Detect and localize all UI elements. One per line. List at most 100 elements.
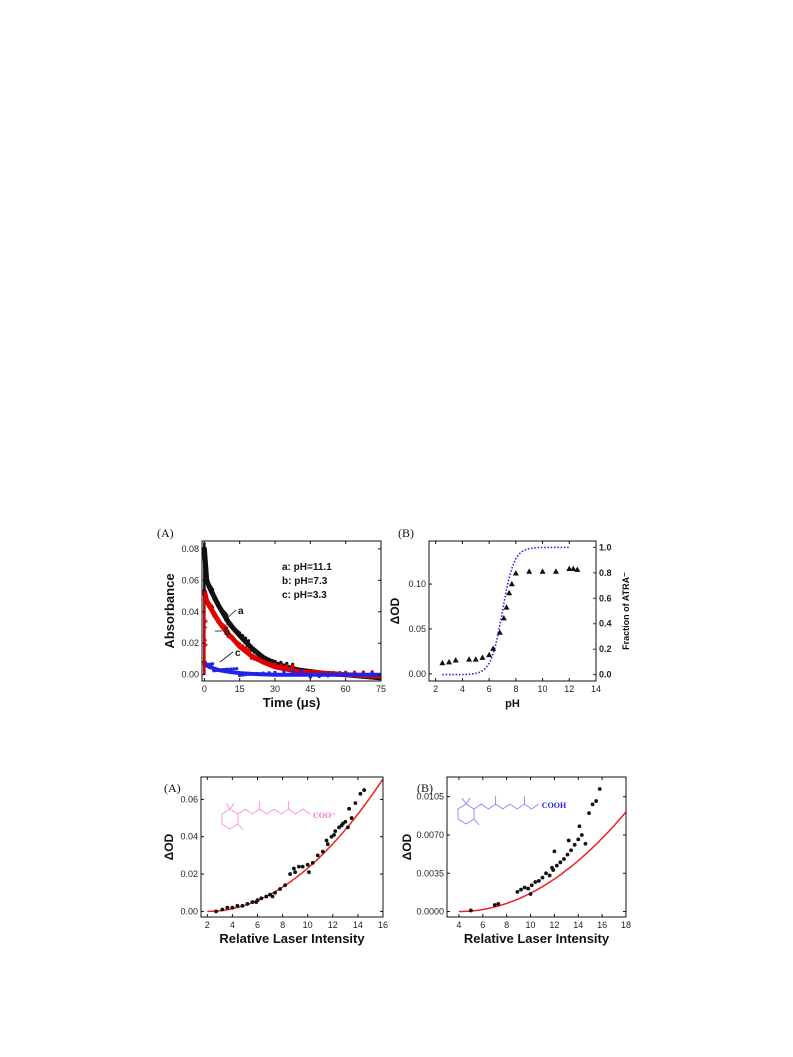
y-tick-label: 0.02 (181, 638, 199, 648)
x-tick-label: 10 (303, 920, 313, 930)
x-tick-label: 12 (564, 684, 574, 694)
data-point (332, 832, 336, 837)
legend-entry: b: pH=7.3 (282, 576, 328, 587)
data-point (291, 866, 296, 871)
curve-label-leader (223, 609, 237, 622)
x-tick-label: 14 (353, 920, 363, 930)
series-a-point (246, 639, 251, 643)
data-point (315, 853, 320, 858)
x-tick-label: 4 (460, 684, 465, 694)
plot-frame (200, 776, 384, 918)
series-a-point (252, 650, 257, 654)
data-point (508, 580, 515, 587)
series-c-point (235, 667, 239, 671)
data-point (214, 909, 218, 914)
data-point (446, 658, 453, 665)
panel-label: (A) (164, 781, 181, 795)
data-point (496, 629, 503, 635)
series-b-point (273, 662, 277, 667)
series-c-point (326, 674, 330, 678)
y-tick-label: 0.0070 (416, 830, 444, 840)
data-point (547, 873, 552, 878)
y-tick-label: 0.0035 (416, 868, 444, 878)
data-point (466, 656, 473, 662)
data-point (529, 883, 534, 888)
x-axis-label: Time (μs) (263, 695, 321, 710)
data-point (230, 905, 235, 910)
x-axis-label: pH (505, 698, 520, 710)
y-tick-label: 0.06 (180, 794, 198, 804)
data-point (486, 651, 493, 658)
series-c-point (344, 673, 348, 677)
series-a-point (243, 636, 248, 640)
data-point (566, 838, 571, 843)
data-point (552, 849, 557, 854)
series-a-point (270, 658, 274, 662)
data-point (570, 565, 577, 572)
data-point (569, 848, 574, 853)
molecule-methyl (473, 818, 480, 826)
x-tick-label: 10 (538, 684, 548, 694)
x-tick-label: 18 (621, 920, 631, 930)
data-point (225, 905, 230, 910)
series-c-point (335, 673, 339, 677)
data-point (293, 870, 298, 875)
x-tick-label: 14 (591, 684, 601, 694)
plot-area (458, 787, 626, 913)
series-a-point (273, 659, 277, 663)
x-tick-label: 4 (456, 920, 461, 930)
series-b-marker (203, 642, 208, 647)
series-a-point (261, 655, 265, 660)
x-tick-label: 0 (202, 684, 207, 694)
series-a-point (238, 631, 242, 635)
series-b-point (258, 659, 262, 663)
x-tick-label: 45 (305, 684, 315, 694)
plot-area (202, 542, 381, 681)
data-point (439, 659, 446, 666)
data-point (512, 570, 519, 576)
data-point (349, 816, 354, 820)
plot-area (439, 546, 581, 676)
series-c-point (232, 667, 236, 671)
series-b-point (225, 626, 229, 630)
data-point (503, 604, 510, 610)
data-point (544, 871, 548, 876)
data-point (528, 892, 533, 896)
x-tick-label: 60 (341, 684, 351, 694)
molecule-ring (221, 808, 239, 830)
curve-label-a: a (238, 606, 244, 617)
molecule-chain (237, 808, 311, 815)
panel-label: (B) (398, 526, 414, 540)
series-c-point (246, 672, 251, 676)
data-point (358, 791, 363, 796)
series-b-point (243, 645, 248, 650)
curve-label-leader (219, 651, 234, 663)
chart-panel-2: (B) 0.0 0.2 0.4 0.6 0.8 1.0 Fraction of ATRA⁻ 2 4… (388, 526, 631, 710)
series-b-marker (203, 619, 208, 624)
y-tick-label: 0.06 (181, 575, 199, 585)
fit-curve (458, 811, 626, 913)
series-c-point (243, 673, 248, 677)
series-b-point (238, 642, 242, 646)
molecule-methyl (237, 823, 244, 831)
molecule-methyl (465, 797, 471, 805)
series-c-point (273, 670, 277, 674)
data-point (540, 875, 545, 880)
data-point (297, 864, 301, 869)
data-point (533, 880, 538, 884)
data-point (506, 589, 513, 596)
series-b-point (279, 663, 283, 667)
data-point (254, 900, 259, 904)
y-tick-label: 0.0105 (416, 792, 444, 802)
x-tick-label: 8 (280, 920, 285, 930)
x-tick-label: 4 (230, 920, 235, 930)
data-point (362, 788, 367, 792)
right-tick-label: 0.6 (599, 593, 612, 603)
y-tick-label: 0.04 (181, 607, 199, 617)
fraction-fit-curve (442, 546, 570, 676)
series-a-point (249, 648, 254, 652)
right-tick-label: 0.0 (599, 670, 612, 680)
data-point (235, 903, 240, 908)
y-tick-label: 0.00 (180, 906, 198, 916)
